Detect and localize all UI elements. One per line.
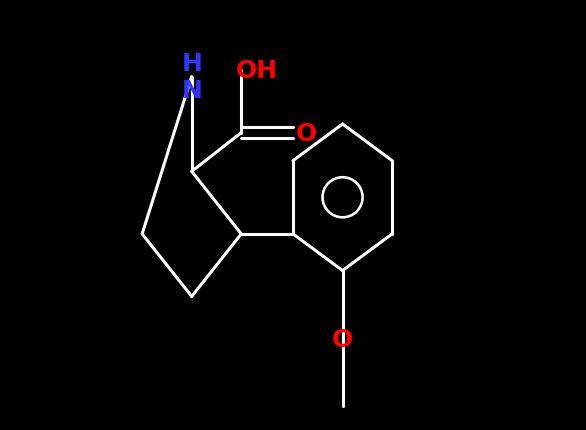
Text: O: O (295, 121, 316, 145)
Text: OH: OH (236, 59, 277, 83)
Text: O: O (332, 328, 353, 352)
Text: H
N: H N (181, 52, 202, 103)
